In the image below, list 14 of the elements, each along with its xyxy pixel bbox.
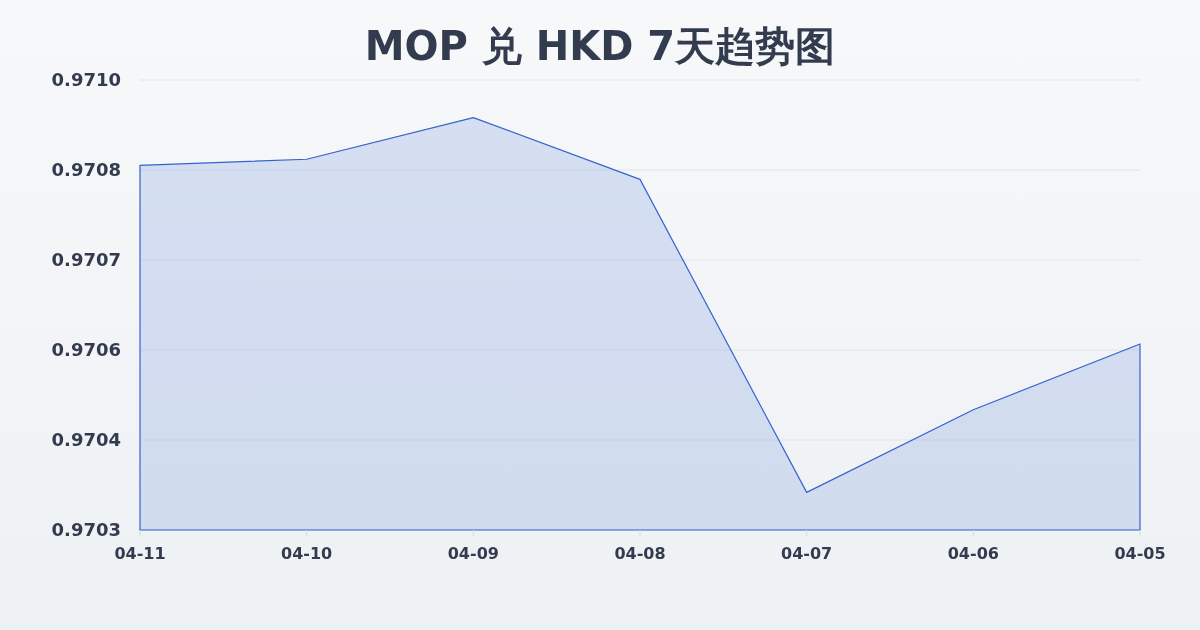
- y-tick-label: 0.9710: [51, 69, 121, 91]
- x-tick-label: 04-06: [947, 544, 999, 563]
- x-tick-label: 04-11: [114, 544, 166, 563]
- y-tick-label: 0.9706: [51, 339, 121, 361]
- y-tick-label: 0.9707: [51, 249, 121, 271]
- y-tick-label: 0.9703: [51, 519, 121, 541]
- y-tick-label: 0.9708: [51, 159, 121, 181]
- chart-title: MOP 兑 HKD 7天趋势图: [364, 23, 836, 69]
- y-tick-label: 0.9704: [51, 429, 121, 451]
- x-tick-label: 04-07: [781, 544, 833, 563]
- x-tick-label: 04-09: [447, 544, 499, 563]
- x-tick-label: 04-08: [614, 544, 666, 563]
- x-tick-label: 04-10: [281, 544, 333, 563]
- x-tick-label: 04-05: [1114, 544, 1166, 563]
